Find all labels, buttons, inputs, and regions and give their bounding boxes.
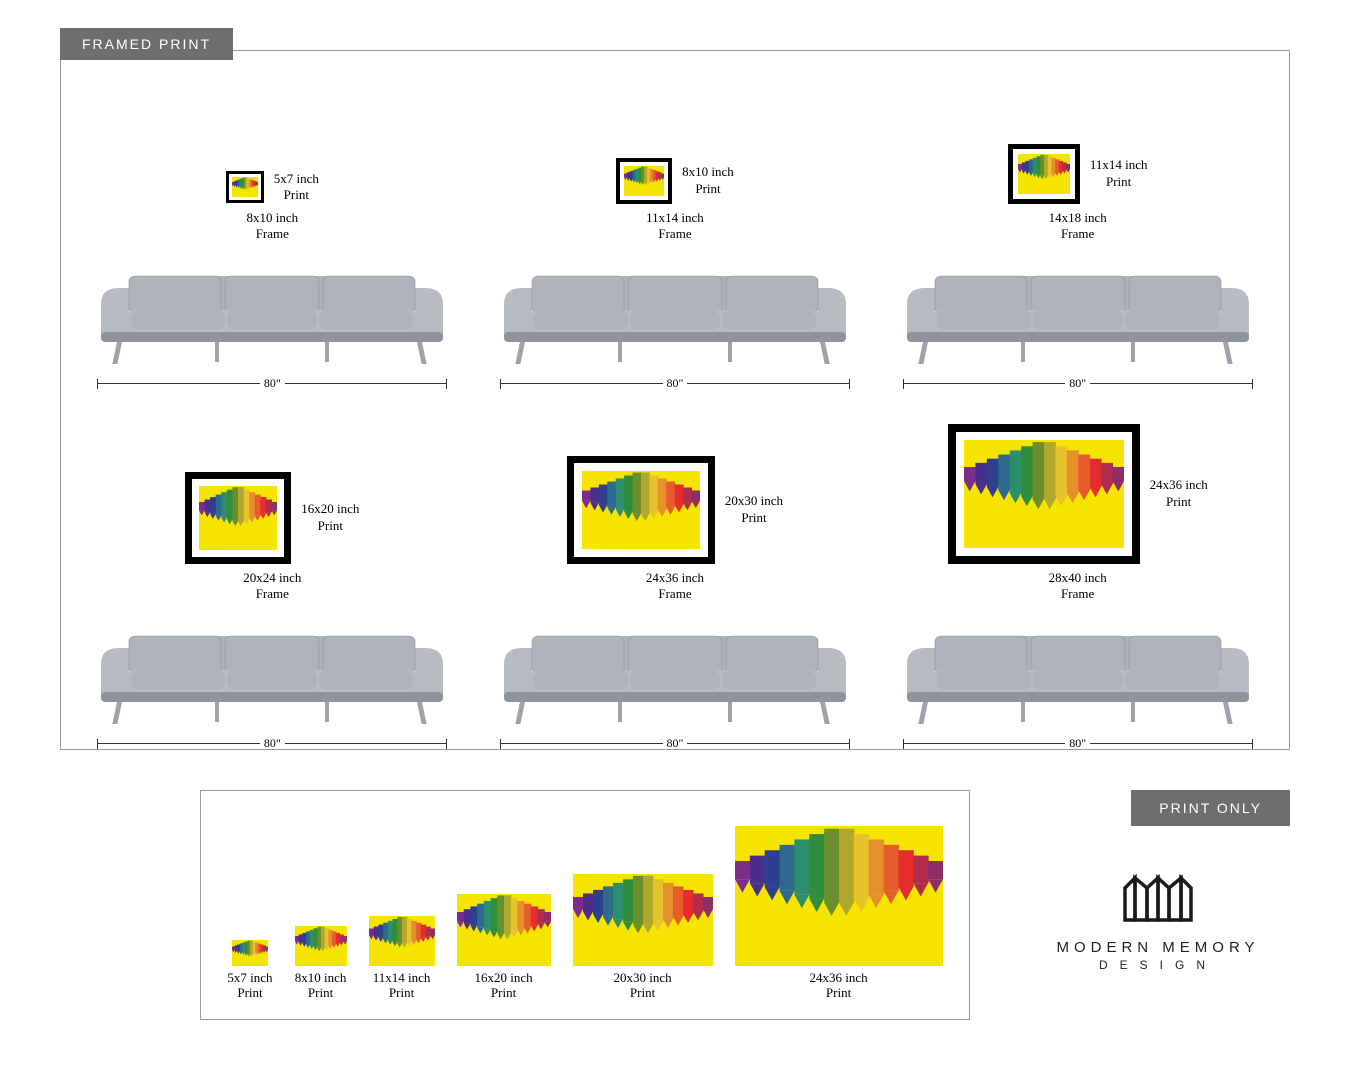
framed-art-icon xyxy=(185,472,291,564)
framed-art-icon xyxy=(567,456,715,564)
logo-line1: MODERN MEMORY xyxy=(1038,939,1278,956)
print-only-item: 5x7 inch Print xyxy=(227,940,272,1001)
scale-ruler: 80" xyxy=(97,736,447,751)
print-size-label: 8x10 inch Print xyxy=(682,164,734,197)
frame-size-label: 24x36 inch Frame xyxy=(646,570,704,603)
logo-icon xyxy=(1119,870,1197,924)
sofa-icon xyxy=(97,248,447,368)
print-only-item: 16x20 inch Print xyxy=(457,894,551,1001)
print-size-label: 16x20 inch Print xyxy=(301,501,359,534)
print-only-label: 20x30 inch Print xyxy=(613,970,671,1001)
framed-art-icon xyxy=(948,424,1140,564)
print-only-item: 24x36 inch Print xyxy=(735,826,943,1001)
scale-ruler: 80" xyxy=(903,376,1253,391)
print-only-item: 11x14 inch Print xyxy=(369,916,435,1001)
brand-logo: MODERN MEMORY DESIGN xyxy=(1038,870,1278,972)
scale-ruler: 80" xyxy=(97,376,447,391)
sofa-icon xyxy=(500,248,850,368)
print-size-label: 5x7 inch Print xyxy=(274,171,319,204)
framed-art-icon xyxy=(1008,144,1080,204)
frame-size-label: 14x18 inch Frame xyxy=(1049,210,1107,243)
frame-size-label: 20x24 inch Frame xyxy=(243,570,301,603)
print-size-label: 11x14 inch Print xyxy=(1090,157,1148,190)
frame-size-label: 8x10 inch Frame xyxy=(247,210,299,243)
print-art-icon xyxy=(457,894,551,966)
size-option: 16x20 inch Print 20x24 inch Frame 80" xyxy=(76,391,469,751)
print-size-label: 20x30 inch Print xyxy=(725,493,783,526)
print-art-icon xyxy=(735,826,943,966)
print-only-label: 11x14 inch Print xyxy=(373,970,431,1001)
print-art-icon xyxy=(295,926,347,966)
size-option: 11x14 inch Print 14x18 inch Frame 80" xyxy=(881,81,1274,391)
sofa-icon xyxy=(903,248,1253,368)
framed-art-icon xyxy=(226,171,264,203)
print-only-section: 5x7 inch Print 8x10 inch Print 11x14 inc… xyxy=(200,790,970,1020)
print-only-item: 8x10 inch Print xyxy=(295,926,347,1001)
size-option: 8x10 inch Print 11x14 inch Frame 80" xyxy=(479,81,872,391)
scale-ruler: 80" xyxy=(500,376,850,391)
print-only-label: 16x20 inch Print xyxy=(474,970,532,1001)
print-only-label: 24x36 inch Print xyxy=(809,970,867,1001)
size-option: 24x36 inch Print 28x40 inch Frame 80" xyxy=(881,391,1274,751)
print-only-label: 5x7 inch Print xyxy=(227,970,272,1001)
framed-print-tab: FRAMED PRINT xyxy=(60,28,233,60)
scale-ruler: 80" xyxy=(500,736,850,751)
print-only-item: 20x30 inch Print xyxy=(573,874,713,1001)
frame-size-label: 11x14 inch Frame xyxy=(646,210,704,243)
print-art-icon xyxy=(232,940,268,966)
print-art-icon xyxy=(369,916,435,966)
print-only-label: 8x10 inch Print xyxy=(295,970,347,1001)
sofa-icon xyxy=(500,608,850,728)
size-option: 20x30 inch Print 24x36 inch Frame 80" xyxy=(479,391,872,751)
frame-size-label: 28x40 inch Frame xyxy=(1049,570,1107,603)
size-option: 5x7 inch Print 8x10 inch Frame 80" xyxy=(76,81,469,391)
print-art-icon xyxy=(573,874,713,966)
framed-art-icon xyxy=(616,158,672,204)
print-size-label: 24x36 inch Print xyxy=(1150,477,1208,510)
print-only-tab: PRINT ONLY xyxy=(1131,790,1290,826)
sofa-icon xyxy=(903,608,1253,728)
sofa-icon xyxy=(97,608,447,728)
scale-ruler: 80" xyxy=(903,736,1253,751)
framed-print-section: 5x7 inch Print 8x10 inch Frame 80" xyxy=(60,50,1290,750)
logo-line2: DESIGN xyxy=(1038,958,1278,972)
